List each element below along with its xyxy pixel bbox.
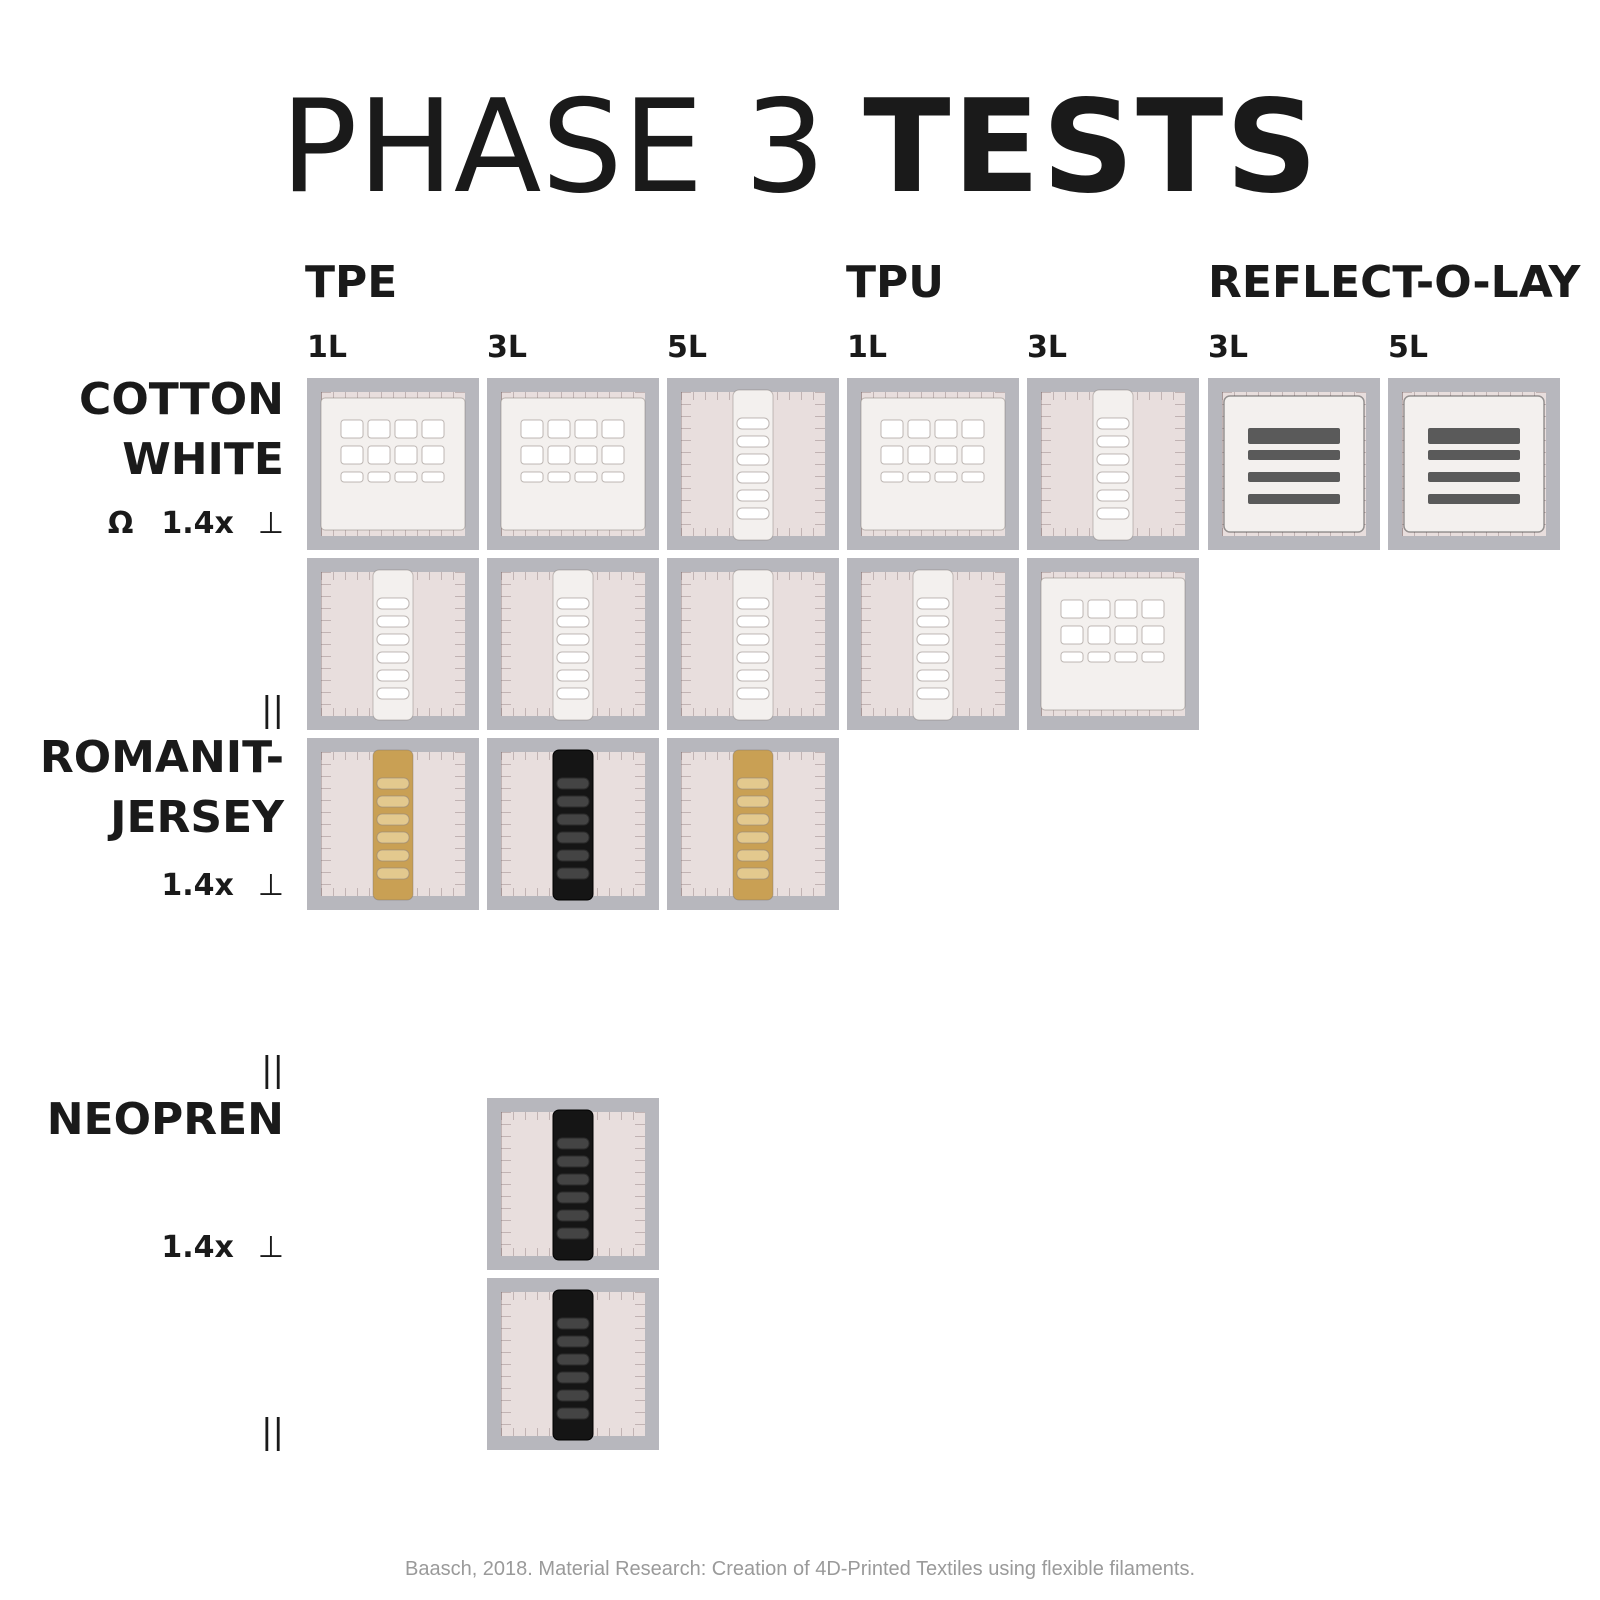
- sample-textile: [372, 569, 414, 721]
- sample-textile: [552, 749, 594, 901]
- layer-tpu-1l: 1L: [847, 330, 887, 365]
- sample-textile: [1092, 389, 1134, 541]
- sample-cotton-perp-reflect-3l: [1208, 378, 1380, 550]
- scale-value: 1.4x: [161, 1230, 234, 1265]
- sample-cotton-perp-tpe-3l: [487, 378, 659, 550]
- scale-label-cotton: Ω 1.4x ⊥: [108, 504, 284, 544]
- fabric-label-romanit-line2: JERSEY: [110, 792, 284, 843]
- sample-textile: [732, 749, 774, 901]
- fabric-label-neopren: NEOPREN: [46, 1094, 284, 1145]
- fabric-label-cotton-line2: WHITE: [122, 434, 284, 485]
- title-light: PHASE 3: [280, 73, 826, 222]
- sample-textile: [552, 1289, 594, 1441]
- layer-tpe-1l: 1L: [307, 330, 347, 365]
- sample-cotton-perp-tpu-1l: [847, 378, 1019, 550]
- sample-cotton-par-tpe-5l: [667, 558, 839, 730]
- layer-reflect-5l: 5L: [1388, 330, 1428, 365]
- sample-neopren-perp-tpe-3l: [487, 1098, 659, 1270]
- parallel-icon-cotton: ||: [261, 690, 284, 730]
- sample-textile: [732, 569, 774, 721]
- sample-textile: [860, 397, 1006, 531]
- sample-textile: [552, 1109, 594, 1261]
- layer-reflect-3l: 3L: [1208, 330, 1248, 365]
- scale-value: 1.4x: [161, 868, 234, 903]
- perpendicular-icon: ⊥: [257, 1230, 284, 1265]
- sample-cotton-par-tpe-3l: [487, 558, 659, 730]
- scale-value: 1.4x: [161, 506, 234, 541]
- fabric-label-cotton-line1: COTTON: [79, 374, 284, 425]
- omega-icon: Ω: [107, 506, 134, 541]
- perpendicular-icon: ⊥: [257, 506, 284, 541]
- sample-cotton-perp-tpu-3l: [1027, 378, 1199, 550]
- title-bold: TESTS: [863, 73, 1320, 222]
- layer-tpu-3l: 3L: [1027, 330, 1067, 365]
- scale-label-neopren: 1.4x ⊥: [161, 1228, 284, 1268]
- sample-neopren-par-tpe-3l: [487, 1278, 659, 1450]
- material-tpe: TPE: [305, 257, 398, 308]
- scale-label-romanit: 1.4x ⊥: [161, 866, 284, 906]
- sample-textile: [320, 397, 466, 531]
- sample-textile: [500, 397, 646, 531]
- parallel-icon-romanit: ||: [261, 1050, 284, 1090]
- sample-textile: [1040, 577, 1186, 711]
- sample-textile: [1403, 395, 1545, 533]
- sample-cotton-par-tpe-1l: [307, 558, 479, 730]
- material-reflect-o-lay: REFLECT-O-LAY: [1208, 257, 1581, 308]
- citation-caption: Baasch, 2018. Material Research: Creatio…: [404, 1558, 1196, 1580]
- sample-cotton-par-tpu-1l: [847, 558, 1019, 730]
- parallel-icon-neopren: ||: [261, 1412, 284, 1452]
- fabric-label-romanit-line1: ROMANIT-: [39, 732, 284, 783]
- sample-textile: [372, 749, 414, 901]
- layer-tpe-3l: 3L: [487, 330, 527, 365]
- perpendicular-icon: ⊥: [257, 868, 284, 903]
- sample-textile: [912, 569, 954, 721]
- sample-romanit-perp-tpe-5l: [667, 738, 839, 910]
- sample-romanit-perp-tpe-3l: [487, 738, 659, 910]
- sample-textile: [1223, 395, 1365, 533]
- page-title: PHASE 3 TESTS: [0, 78, 1600, 218]
- sample-textile: [552, 569, 594, 721]
- sample-romanit-perp-tpe-1l: [307, 738, 479, 910]
- sample-cotton-par-tpu-3l: [1027, 558, 1199, 730]
- layer-tpe-5l: 5L: [667, 330, 707, 365]
- sample-cotton-perp-reflect-5l: [1388, 378, 1560, 550]
- sample-textile: [732, 389, 774, 541]
- sample-cotton-perp-tpe-1l: [307, 378, 479, 550]
- material-tpu: TPU: [846, 257, 944, 308]
- sample-cotton-perp-tpe-5l: [667, 378, 839, 550]
